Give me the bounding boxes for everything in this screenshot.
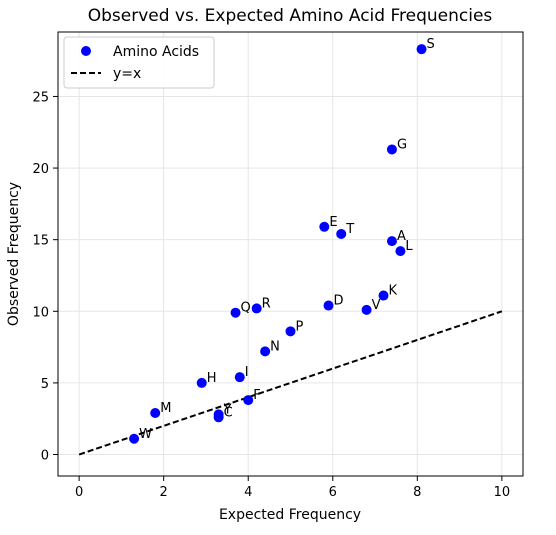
data-point-v: [361, 304, 372, 315]
point-label-l: L: [405, 239, 413, 254]
data-point-a: [386, 236, 397, 247]
y-tick-label: 25: [32, 90, 49, 105]
axis-ticks: 0 2 4 6 8 10 0 5 10 15 20 25: [32, 90, 510, 500]
points-layer: S G E T AL K D V Q R P N I H F M YC W: [129, 37, 435, 444]
point-label-v: V: [372, 298, 381, 313]
point-label-i: I: [245, 365, 249, 380]
data-point-l: [395, 246, 406, 257]
legend-marker-amino-acids: [81, 46, 91, 56]
data-point-s: [416, 44, 427, 55]
point-label-w: W: [139, 427, 152, 442]
x-tick-label: 0: [75, 485, 83, 500]
reference-line-layer: [78, 310, 503, 456]
point-label-y: Y: [223, 402, 232, 417]
y-tick-label: 5: [41, 377, 49, 392]
grid: [58, 32, 523, 476]
point-label-r: R: [262, 296, 271, 311]
legend-box: [63, 36, 215, 89]
data-point-d: [323, 300, 334, 311]
chart-title: Observed vs. Expected Amino Acid Frequen…: [88, 6, 493, 26]
data-point-t: [336, 228, 347, 239]
point-label-m: M: [160, 401, 171, 416]
data-point-m: [150, 407, 161, 418]
data-point-g: [386, 144, 397, 155]
point-label-n: N: [270, 339, 280, 354]
data-point-n: [260, 346, 271, 357]
data-point-q: [230, 307, 241, 318]
data-point-c: [213, 412, 224, 423]
point-label-h: H: [207, 371, 217, 386]
point-label-c: C: [224, 405, 233, 420]
point-label-f: F: [253, 388, 260, 403]
x-axis-label: Expected Frequency: [219, 507, 361, 523]
x-tick-label: 2: [160, 485, 168, 500]
y-tick-label: 0: [41, 449, 49, 464]
reference-line-y-equals-x: [78, 310, 503, 456]
data-point-k: [378, 290, 389, 301]
x-tick-label: 6: [329, 485, 337, 500]
data-point-e: [319, 221, 330, 232]
plot-area: [57, 31, 524, 477]
y-tick-label: 20: [32, 162, 49, 177]
y-tick-label: 15: [32, 234, 49, 249]
point-label-a: A: [397, 229, 406, 244]
point-label-t: T: [345, 222, 354, 237]
data-point-r: [251, 303, 262, 314]
data-point-p: [285, 326, 296, 337]
y-axis-label: Observed Frequency: [6, 182, 22, 326]
point-label-q: Q: [241, 301, 251, 316]
point-label-p: P: [296, 319, 304, 334]
x-tick-label: 8: [413, 485, 421, 500]
point-label-s: S: [427, 37, 435, 52]
point-label-e: E: [329, 215, 337, 230]
point-label-g: G: [397, 137, 407, 152]
data-point-i: [234, 372, 245, 383]
data-point-f: [243, 395, 254, 406]
point-label-k: K: [389, 284, 398, 299]
legend: Amino Acids y=x: [63, 36, 215, 89]
legend-label-y-equals-x: y=x: [113, 66, 141, 82]
data-point-h: [196, 377, 207, 388]
data-point-w: [129, 433, 140, 444]
x-tick-label: 10: [494, 485, 511, 500]
x-tick-label: 4: [244, 485, 252, 500]
y-tick-label: 10: [32, 305, 49, 320]
point-label-d: D: [334, 294, 344, 309]
legend-label-amino-acids: Amino Acids: [113, 44, 199, 60]
